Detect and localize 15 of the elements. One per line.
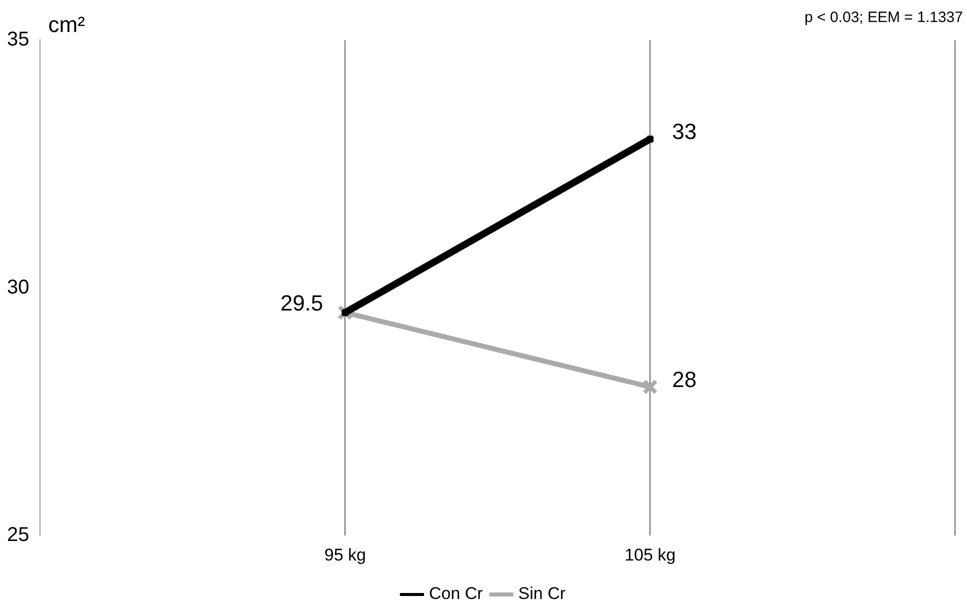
point <box>642 379 658 395</box>
data-label: 29.5 <box>280 290 324 316</box>
y-tick-label: 35 <box>6 28 30 51</box>
y-axis-title: cm² <box>48 12 85 37</box>
point <box>340 308 350 317</box>
x-tick-label: 105 kg <box>624 545 676 564</box>
text: p < 0.03; EEM = 1.1337 <box>804 9 963 26</box>
x-tick-label: 95 kg <box>324 545 366 564</box>
y-tick-label: 25 <box>6 524 30 546</box>
data-label: 28 <box>672 366 697 392</box>
data-label: 33 <box>672 119 697 144</box>
point <box>646 134 654 144</box>
y-tick-label: 30 <box>6 276 30 298</box>
legend-label: Sin Cr <box>518 584 566 604</box>
legend-label: Con Cr <box>428 584 484 604</box>
